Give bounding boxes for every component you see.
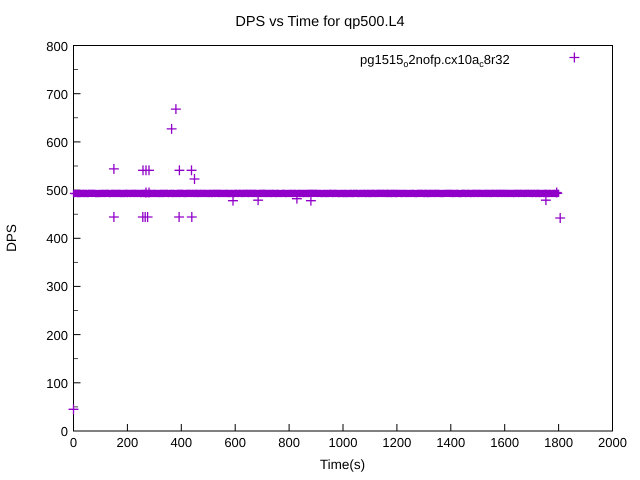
svg-text:DPS: DPS — [4, 224, 19, 252]
